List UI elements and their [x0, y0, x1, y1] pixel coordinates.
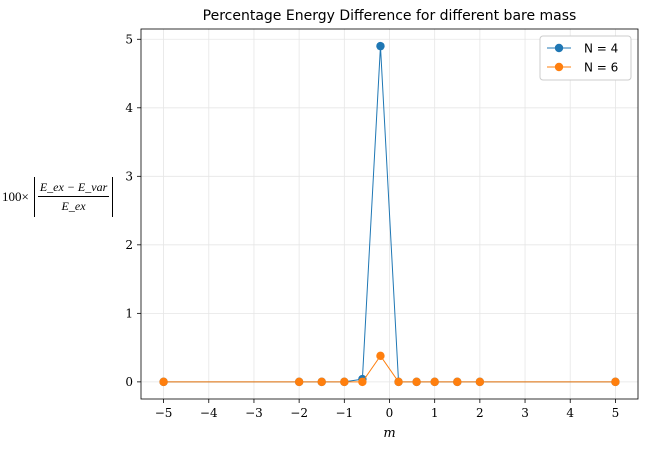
- legend-label-n4: N = 4: [584, 42, 618, 56]
- data-point-n6: [376, 351, 385, 361]
- data-point-n6: [294, 377, 304, 387]
- legend-marker-n4: [554, 43, 564, 53]
- y-axis-label: 100× E_ex − E_var E_ex: [2, 172, 122, 222]
- x-tick-label: 5: [612, 406, 620, 420]
- x-tick-label: 3: [521, 406, 529, 420]
- y-tick-label: 1: [125, 306, 133, 320]
- grid: [141, 29, 638, 399]
- data-point-n6: [340, 377, 349, 387]
- x-tick-label: 2: [476, 406, 484, 420]
- y-axis-label-denominator: E_ex: [61, 199, 86, 213]
- abs-bar-right: [112, 177, 114, 217]
- x-tick-label: −3: [245, 406, 263, 420]
- y-tick-label: 0: [125, 375, 133, 389]
- chart-title: Percentage Energy Difference for differe…: [203, 8, 577, 24]
- x-axis-label: m: [383, 426, 395, 441]
- y-tick-label: 2: [125, 238, 133, 252]
- data-point-n6: [358, 377, 367, 387]
- data-point-n6: [475, 377, 485, 387]
- data-point-n6: [453, 377, 462, 387]
- y-tick-label: 5: [125, 32, 133, 46]
- legend-marker-n6: [554, 62, 564, 72]
- x-tick-label: 0: [386, 406, 394, 420]
- data-point-n6: [611, 377, 620, 387]
- abs-bar-left: [33, 177, 35, 217]
- x-tick-label: 1: [431, 406, 439, 420]
- ticks: −5 −4 −3 −2 −1 0 1 2 3 4 5 0 1 2 3 4 5: [125, 32, 619, 420]
- x-tick-label: −5: [155, 406, 173, 420]
- y-tick-label: 4: [125, 101, 133, 115]
- data-point-n6: [412, 377, 421, 387]
- data-point-n4: [376, 41, 385, 51]
- x-tick-label: 4: [566, 406, 574, 420]
- y-axis-label-fraction: E_ex − E_var E_ex: [37, 180, 110, 214]
- x-tick-label: −1: [335, 406, 353, 420]
- legend-label-n6: N = 6: [584, 61, 618, 75]
- series-layer: [159, 41, 620, 387]
- data-point-n6: [159, 377, 168, 387]
- data-point-n6: [430, 377, 439, 387]
- y-axis-label-numerator: E_ex − E_var: [37, 180, 110, 197]
- x-tick-label: −4: [200, 406, 218, 420]
- data-point-n6: [394, 377, 403, 387]
- y-tick-label: 3: [125, 169, 133, 183]
- data-point-n6: [317, 377, 326, 387]
- y-axis-label-prefix: 100×: [2, 189, 29, 204]
- x-tick-label: −2: [290, 406, 308, 420]
- legend: N = 4 N = 6: [539, 35, 632, 81]
